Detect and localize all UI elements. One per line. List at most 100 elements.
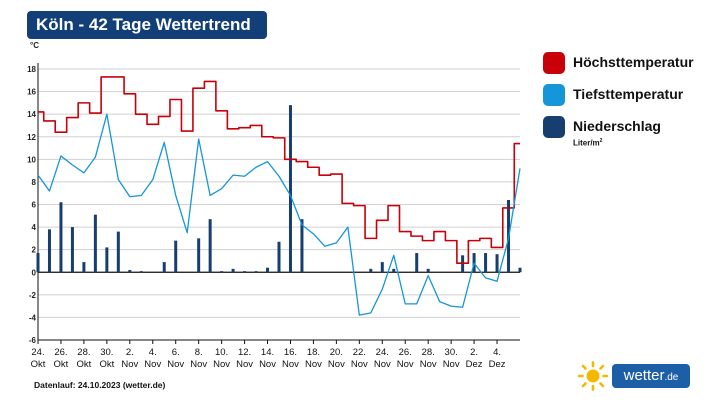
y-tick-label: 10 — [27, 155, 36, 164]
brand-name: wetter — [623, 367, 665, 384]
x-tick-day: 2. — [126, 347, 134, 358]
legend-label-precip: Niederschlag — [573, 118, 661, 134]
y-tick-label: 14 — [27, 110, 36, 119]
x-tick-day: 26. — [399, 347, 412, 358]
precip-bar — [518, 267, 522, 273]
x-tick-month: Okt — [31, 359, 46, 370]
precip-bar — [174, 240, 178, 273]
precip-bar — [197, 238, 201, 273]
x-tick-day: 18. — [307, 347, 320, 358]
precip-bar — [93, 214, 97, 273]
max-temp-line — [38, 76, 520, 265]
x-tick-day: 22. — [353, 347, 366, 358]
precip-bar — [116, 231, 120, 273]
legend-swatch-max — [543, 52, 565, 74]
precip-bar — [208, 219, 212, 273]
x-tick-day: 8. — [195, 347, 203, 358]
x-tick-month: Nov — [328, 359, 345, 370]
legend-swatch-precip — [543, 116, 565, 138]
precip-bar — [231, 268, 235, 273]
precip-bar — [495, 254, 499, 273]
x-tick-month: Nov — [236, 359, 253, 370]
legend-unit-sup: 2 — [599, 138, 603, 144]
legend-label-min: Tiefsttemperatur — [573, 86, 684, 102]
y-tick-label: 8 — [32, 178, 37, 187]
x-tick-month: Nov — [443, 359, 460, 370]
x-tick-month: Nov — [144, 359, 161, 370]
y-tick-label: -4 — [29, 313, 37, 322]
y-tick-label: 12 — [27, 133, 36, 142]
precip-bar — [300, 219, 304, 273]
x-tick-month: Nov — [167, 359, 184, 370]
grid-layer — [37, 63, 520, 341]
precip-bar — [288, 105, 292, 273]
y-tick-label: 0 — [32, 268, 37, 277]
precip-bar — [162, 262, 166, 273]
x-tick-month: Dez — [489, 359, 506, 370]
brand-logo[interactable]: wetter.de — [576, 361, 690, 391]
legend-unit: Liter/m2 — [573, 138, 602, 148]
x-tick-month: Nov — [351, 359, 368, 370]
precip-bar — [392, 268, 396, 273]
legend-label-max: Höchsttemperatur — [573, 54, 694, 70]
x-tick-month: Dez — [466, 359, 483, 370]
x-tick-month: Nov — [121, 359, 138, 370]
x-tick-month: Okt — [54, 359, 69, 370]
x-tick-day: 16. — [284, 347, 297, 358]
x-tick-month: Nov — [190, 359, 207, 370]
x-tick-day: 10. — [215, 347, 228, 358]
precip-bar — [105, 247, 109, 273]
y-tick-label: 16 — [27, 88, 36, 97]
x-tick-month: Nov — [397, 359, 414, 370]
x-tick-month: Okt — [77, 359, 92, 370]
y-axis-label: °C — [30, 41, 39, 50]
x-tick-day: 28. — [422, 347, 435, 358]
precip-bar — [484, 253, 488, 273]
brand-tld: .de — [664, 372, 679, 383]
x-tick-month: Nov — [282, 359, 299, 370]
x-tick-day: 4. — [493, 347, 501, 358]
precip-bar — [426, 268, 430, 273]
precip-bar — [36, 253, 40, 273]
x-tick-day: 12. — [238, 347, 251, 358]
x-tick-labels: 24.Okt26.Okt28.Okt30.Okt2.Nov4.Nov6.Nov8… — [31, 339, 520, 370]
x-tick-month: Nov — [420, 359, 437, 370]
x-tick-month: Nov — [213, 359, 230, 370]
precip-bar — [243, 271, 247, 273]
x-tick-day: 30. — [100, 347, 113, 358]
precip-bar — [415, 253, 419, 273]
precip-bar — [380, 262, 384, 273]
x-tick-month: Nov — [259, 359, 276, 370]
x-tick-day: 4. — [149, 347, 157, 358]
y-tick-label: 2 — [32, 246, 37, 255]
precip-bar — [139, 271, 143, 273]
y-tick-label: -2 — [29, 291, 37, 300]
brand-wordmark: wetter.de — [612, 364, 690, 388]
precip-bar — [266, 267, 270, 273]
y-tick-labels: -6 -4 -2 0 2 4 6 8 10 12 14 16 18 — [27, 65, 36, 345]
x-tick-day: 14. — [261, 347, 274, 358]
legend-unit-text: Liter/m — [573, 138, 600, 148]
data-run-footer: Datenlauf: 24.10.2023 (wetter.de) — [34, 380, 166, 390]
precip-bar — [82, 262, 86, 273]
precip-bar — [369, 268, 373, 273]
y-tick-label: 4 — [32, 223, 37, 232]
y-tick-label: 6 — [32, 201, 37, 210]
x-tick-day: 20. — [330, 347, 343, 358]
y-tick-label: -6 — [29, 336, 37, 345]
precip-bar — [47, 229, 51, 273]
x-tick-day: 30. — [445, 347, 458, 358]
x-tick-day: 26. — [54, 347, 67, 358]
precip-bar — [254, 271, 258, 273]
precip-bar — [128, 269, 132, 273]
precip-bar — [220, 271, 224, 273]
y-tick-label: 18 — [27, 65, 36, 74]
x-tick-day: 24. — [31, 347, 44, 358]
sun-icon — [577, 361, 609, 391]
precip-bar — [59, 202, 63, 273]
x-tick-day: 28. — [77, 347, 90, 358]
precip-bar — [70, 227, 74, 273]
x-tick-month: Nov — [305, 359, 322, 370]
x-tick-day: 6. — [172, 347, 180, 358]
